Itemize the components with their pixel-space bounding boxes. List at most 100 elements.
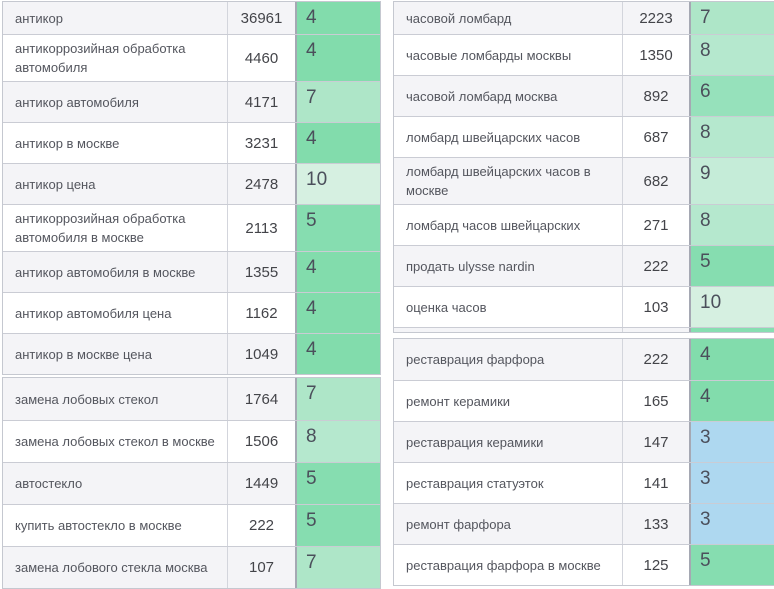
keyword-table-lombard: часовой ломбард 2223 7 часовые ломбарды мос… (393, 1, 774, 333)
keyword-table-restavratsiya: реставрация фарфора 222 4 ремонт керамики 16… (393, 338, 774, 586)
keyword-cell: автостекло (3, 463, 228, 504)
keyword-cell: антикоррозийная обработка автомобиля (3, 35, 228, 81)
position-cell: 9 (691, 158, 774, 204)
keyword-row: антикор 36961 4 (3, 2, 380, 34)
keyword-cell: антикор (3, 2, 228, 34)
search-volume-cell: 103 (623, 287, 691, 327)
search-volume-cell: 892 (623, 76, 691, 116)
search-volume-cell: 222 (623, 246, 691, 286)
position-cell: 5 (297, 463, 380, 504)
keyword-cell: антикор цена (3, 164, 228, 204)
keyword-row: антикор автомобиля 4171 7 (3, 81, 380, 122)
keyword-cell: ломбард часов швейцарских (394, 205, 623, 245)
keyword-cell: купить автостекло в москве (3, 505, 228, 546)
position-cell: 4 (297, 334, 380, 374)
position-cell: 3 (691, 504, 774, 544)
position-cell: 4 (691, 339, 774, 380)
keyword-cell: замена лобового стекла москва (3, 547, 228, 588)
search-volume-cell (623, 328, 691, 332)
keyword-cell: замена лобовых стекол в москве (3, 421, 228, 462)
keyword-cell: ремонт фарфора (394, 504, 623, 544)
position-cell: 6 (691, 76, 774, 116)
keyword-cell: реставрация фарфора (394, 339, 623, 380)
keyword-row: часовой ломбард москва 892 6 (394, 75, 774, 116)
keyword-cell: антикор автомобиля в москве (3, 252, 228, 292)
keyword-row: замена лобового стекла москва 107 7 (3, 546, 380, 588)
keyword-cell: антикор в москве цена (3, 334, 228, 374)
keyword-row: ломбард часов швейцарских 271 8 (394, 204, 774, 245)
keyword-cell: продать ulysse nardin (394, 246, 623, 286)
search-volume-cell: 107 (228, 547, 297, 588)
search-volume-cell: 147 (623, 422, 691, 462)
position-cell: 4 (297, 35, 380, 81)
position-cell: 7 (691, 2, 774, 34)
position-cell: 3 (691, 463, 774, 503)
position-cell: 3 (691, 422, 774, 462)
search-volume-cell: 133 (623, 504, 691, 544)
keyword-row: антикор цена 2478 10 (3, 163, 380, 204)
keyword-row: часовые ломбарды москвы 1350 8 (394, 34, 774, 75)
keyword-cell: часовой ломбард москва (394, 76, 623, 116)
search-volume-cell: 687 (623, 117, 691, 157)
keyword-row: ломбард швейцарских часов в москве 682 9 (394, 157, 774, 204)
position-cell (691, 328, 774, 332)
keyword-row: замена лобовых стекол 1764 7 (3, 378, 380, 420)
search-volume-cell: 1049 (228, 334, 297, 374)
keyword-row: ремонт керамики 165 4 (394, 380, 774, 421)
position-cell: 8 (297, 421, 380, 462)
keyword-cell (394, 328, 623, 332)
search-volume-cell: 1449 (228, 463, 297, 504)
keyword-cell: часовые ломбарды москвы (394, 35, 623, 75)
position-cell: 4 (297, 123, 380, 163)
keyword-cell: оценка часов (394, 287, 623, 327)
keyword-row: часовой ломбард 2223 7 (394, 2, 774, 34)
keyword-cell: реставрация статуэток (394, 463, 623, 503)
keyword-row: реставрация фарфора в москве 125 5 (394, 544, 774, 585)
search-volume-cell: 682 (623, 158, 691, 204)
keyword-row: реставрация статуэток 141 3 (394, 462, 774, 503)
keyword-cell: антикор автомобиля цена (3, 293, 228, 333)
position-cell: 5 (691, 545, 774, 585)
position-cell: 10 (691, 287, 774, 327)
clipped-next-row (394, 327, 774, 332)
position-cell: 7 (297, 378, 380, 420)
search-volume-cell: 125 (623, 545, 691, 585)
keyword-row: реставрация керамики 147 3 (394, 421, 774, 462)
keyword-table-avtosteklo: замена лобовых стекол 1764 7 замена лобовых… (2, 377, 381, 589)
keyword-row: реставрация фарфора 222 4 (394, 339, 774, 380)
position-cell: 8 (691, 117, 774, 157)
search-volume-cell: 36961 (228, 2, 297, 34)
search-volume-cell: 1764 (228, 378, 297, 420)
keyword-cell: реставрация керамики (394, 422, 623, 462)
position-cell: 4 (297, 293, 380, 333)
search-volume-cell: 4171 (228, 82, 297, 122)
keyword-row: купить автостекло в москве 222 5 (3, 504, 380, 546)
keyword-row: замена лобовых стекол в москве 1506 8 (3, 420, 380, 462)
position-cell: 7 (297, 82, 380, 122)
search-volume-cell: 165 (623, 381, 691, 421)
position-cell: 4 (297, 252, 380, 292)
keyword-table-antikor: антикор 36961 4 антикоррозийная обработка а… (2, 1, 381, 375)
keyword-row: антикор автомобиля в москве 1355 4 (3, 251, 380, 292)
keyword-row: автостекло 1449 5 (3, 462, 380, 504)
keyword-row: ремонт фарфора 133 3 (394, 503, 774, 544)
keyword-cell: антикоррозийная обработка автомобиля в м… (3, 205, 228, 251)
search-volume-cell: 4460 (228, 35, 297, 81)
keyword-row: антикор автомобиля цена 1162 4 (3, 292, 380, 333)
search-volume-cell: 271 (623, 205, 691, 245)
position-cell: 10 (297, 164, 380, 204)
keyword-cell: антикор автомобиля (3, 82, 228, 122)
position-cell: 8 (691, 205, 774, 245)
position-cell: 5 (691, 246, 774, 286)
search-volume-cell: 1162 (228, 293, 297, 333)
keyword-row: антикор в москве 3231 4 (3, 122, 380, 163)
search-volume-cell: 1350 (623, 35, 691, 75)
search-volume-cell: 1355 (228, 252, 297, 292)
keyword-cell: ремонт керамики (394, 381, 623, 421)
keyword-row: продать ulysse nardin 222 5 (394, 245, 774, 286)
keyword-row: ломбард швейцарских часов 687 8 (394, 116, 774, 157)
search-volume-cell: 141 (623, 463, 691, 503)
keyword-cell: ломбард швейцарских часов (394, 117, 623, 157)
position-cell: 4 (691, 381, 774, 421)
